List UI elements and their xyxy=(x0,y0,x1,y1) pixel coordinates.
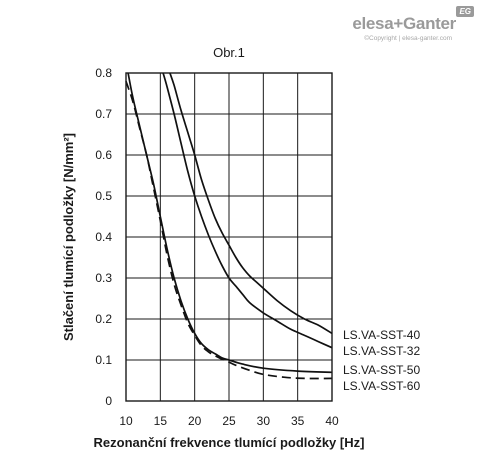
x-tick-label: 15 xyxy=(154,414,168,428)
y-tick-label: 0.2 xyxy=(95,312,112,326)
y-tick-label: 0.5 xyxy=(95,189,112,203)
brand-logo: elesa+Ganter xyxy=(352,14,456,34)
series-label: LS.VA-SST-50 xyxy=(343,363,420,377)
chart-title: Obr.1 xyxy=(213,45,245,60)
x-tick-labels: 10 15 20 25 30 35 40 xyxy=(119,414,339,428)
plot-frame xyxy=(125,72,333,402)
series-label: LS.VA-SST-32 xyxy=(343,344,420,358)
grid xyxy=(126,73,332,401)
x-tick-label: 30 xyxy=(257,414,271,428)
x-tick-label: 25 xyxy=(222,414,236,428)
brand-logo-text: elesa+Ganter xyxy=(352,14,456,33)
y-tick-labels: 0 0.1 0.2 0.3 0.4 0.5 0.6 0.7 0.8 xyxy=(95,66,112,408)
series-label: LS.VA-SST-40 xyxy=(343,328,420,342)
x-tick-label: 10 xyxy=(119,414,133,428)
series-labels: LS.VA-SST-40 LS.VA-SST-32 LS.VA-SST-50 LS.V… xyxy=(343,328,420,393)
y-tick-label: 0.6 xyxy=(95,148,112,162)
copyright-text: ©Copyright | elesa-ganter.com xyxy=(364,35,452,42)
y-tick-label: 0.4 xyxy=(95,230,112,244)
series-line-ls-va-sst-32 xyxy=(162,72,333,349)
y-tick-label: 0.1 xyxy=(95,353,112,367)
y-tick-label: 0.7 xyxy=(95,107,112,121)
series-line-ls-va-sst-60 xyxy=(125,80,333,380)
y-tick-label: 0 xyxy=(105,394,112,408)
y-tick-label: 0.3 xyxy=(95,271,112,285)
y-tick-label: 0.8 xyxy=(95,66,112,80)
series-line-ls-va-sst-40 xyxy=(169,72,333,335)
x-tick-label: 40 xyxy=(325,414,339,428)
x-tick-label: 20 xyxy=(188,414,202,428)
brand-badge: EG xyxy=(456,6,474,17)
series-line-ls-va-sst-50 xyxy=(127,72,333,374)
series-label: LS.VA-SST-60 xyxy=(343,379,420,393)
y-axis-label: Stlačení tlumící podložky [N/mm²] xyxy=(61,133,76,341)
series-lines xyxy=(125,72,333,380)
x-axis-label: Rezonanční frekvence tlumící podložky [H… xyxy=(94,435,365,450)
x-tick-label: 35 xyxy=(291,414,305,428)
